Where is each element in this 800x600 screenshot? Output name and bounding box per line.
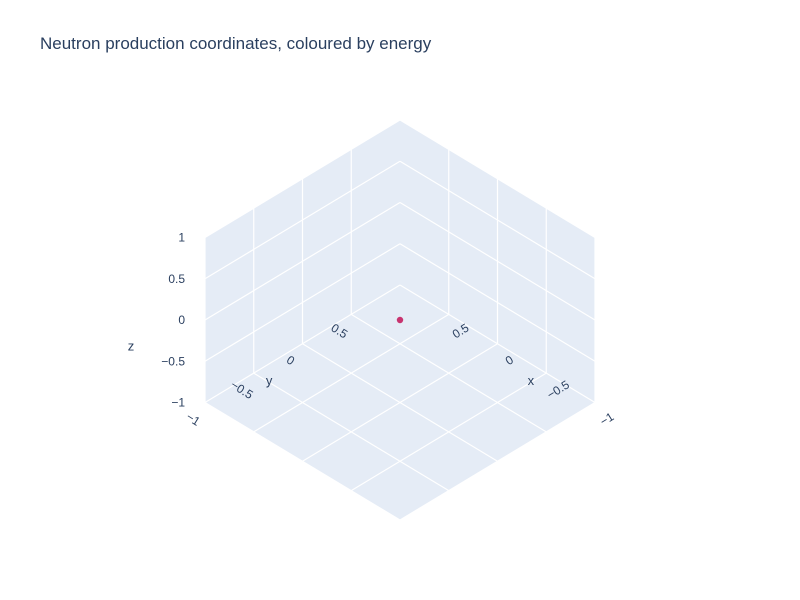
- z-tick-label: −1: [171, 396, 185, 410]
- grid-line: [302, 343, 498, 462]
- z-tick-label: 1: [178, 231, 185, 245]
- chart-title: Neutron production coordinates, coloured…: [40, 34, 432, 53]
- z-tick-label: 0: [178, 313, 185, 327]
- data-points: [396, 316, 404, 324]
- y-tick-label: −1: [184, 410, 203, 429]
- z-tick-label: 0.5: [168, 272, 185, 286]
- grid-line: [204, 401, 401, 521]
- axis-labels: z y x: [128, 339, 535, 388]
- data-point[interactable]: [396, 316, 404, 324]
- z-tick-label: −0.5: [161, 354, 185, 368]
- grid-line: [253, 372, 450, 492]
- y-axis-label: y: [266, 373, 273, 388]
- grid-line: [350, 313, 547, 433]
- z-axis-label: z: [128, 339, 135, 354]
- x-axis-label: x: [528, 373, 535, 388]
- x-tick-label: −1: [597, 409, 616, 428]
- gridlines: [204, 119, 596, 521]
